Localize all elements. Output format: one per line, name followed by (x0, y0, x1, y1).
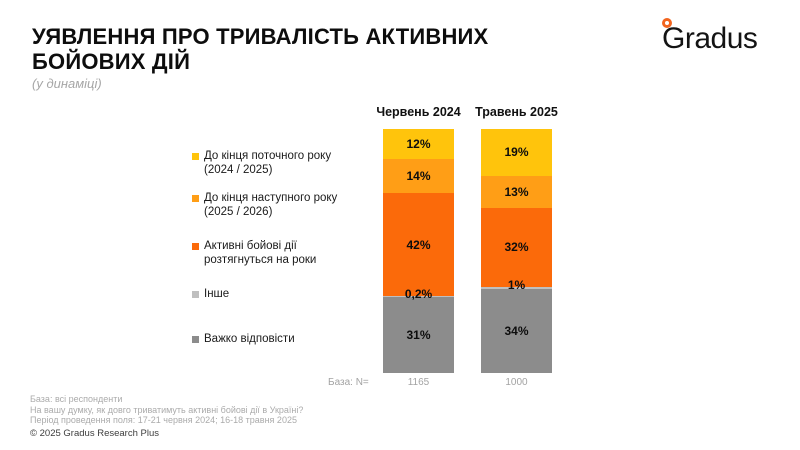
bar-segment (383, 296, 454, 373)
legend-item: Активні бойові дії розтягнуться на роки (192, 240, 377, 267)
bar-segment (383, 158, 454, 193)
bar-segment (383, 192, 454, 297)
footer-note-period: Період проведення поля: 17-21 червня 202… (30, 415, 297, 425)
page-title-line1: УЯВЛЕННЯ ПРО ТРИВАЛІСТЬ АКТИВНИХ (32, 24, 489, 49)
base-n-label: База: N= (328, 377, 369, 388)
legend-label: Важко відповісти (204, 333, 295, 345)
bar-segment (481, 129, 552, 176)
column-header: Червень 2024 (376, 105, 461, 119)
gradus-logo: Gradus (658, 14, 778, 58)
footer-notes: База: всі респонденти На вашу думку, як … (30, 394, 303, 426)
page-subtitle: (у динаміці) (32, 76, 102, 91)
legend-label: Активні бойові дії розтягнуться на роки (204, 240, 317, 266)
bar-segment (481, 207, 552, 287)
logo-degree-dot-icon (662, 18, 672, 28)
legend-label: До кінця наступного року (2025 / 2026) (204, 192, 338, 218)
bar-segment (481, 289, 552, 373)
legend-swatch-icon (192, 290, 199, 298)
footer-note-question: На вашу думку, як довго триватимуть акти… (30, 404, 304, 415)
bar-segment (481, 175, 552, 208)
logo-text: Gradus (662, 22, 758, 55)
bar-segment-label: 1% (507, 277, 526, 292)
legend-item: Важко відповісти (192, 333, 377, 347)
footer-note-base: База: всі респонденти (30, 394, 123, 404)
base-n-value: 1165 (407, 377, 430, 388)
legend-swatch-icon (192, 194, 199, 202)
legend-item: Інше (192, 288, 377, 302)
page-title-line2: БОЙОВИХ ДІЙ (32, 49, 191, 74)
bar-segment (481, 286, 552, 290)
copyright-text: © 2025 Gradus Research Plus (30, 428, 159, 439)
legend-swatch-icon (192, 335, 199, 343)
legend-item: До кінця наступного року (2025 / 2026) (192, 192, 377, 219)
column-header: Травень 2025 (475, 105, 558, 119)
legend-item: До кінця поточного року (2024 / 2025) (192, 150, 377, 177)
page-title: УЯВЛЕННЯ ПРО ТРИВАЛІСТЬ АКТИВНИХ БОЙОВИХ… (32, 24, 488, 74)
bar-segment (383, 129, 454, 159)
legend-swatch-icon (192, 242, 199, 250)
base-n-value: 1000 (505, 377, 528, 388)
legend-label: До кінця поточного року (2024 / 2025) (204, 150, 332, 176)
legend-label: Інше (204, 288, 230, 300)
legend-swatch-icon (192, 152, 199, 160)
bar-segment-label: 0,2% (404, 286, 433, 301)
